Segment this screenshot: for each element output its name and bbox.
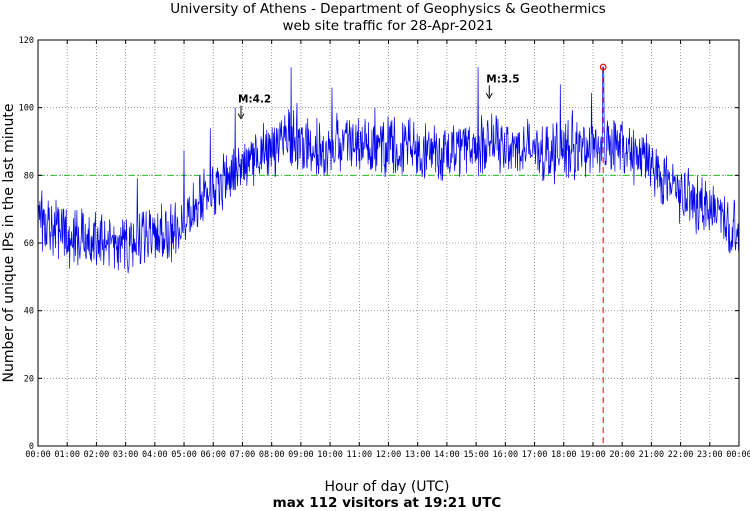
x-tick-label: 21:00	[639, 450, 665, 460]
x-tick-label: 23:00	[697, 450, 723, 460]
y-axis-label: Number of unique IPs in the last minute	[1, 104, 17, 383]
x-tick-label: 18:00	[551, 450, 577, 460]
x-tick-label: 06:00	[200, 450, 226, 460]
y-tick-label: 100	[19, 104, 34, 114]
chart-subtitle: web site traffic for 28-Apr-2021	[282, 18, 493, 34]
x-tick-label: 22:00	[668, 450, 694, 460]
x-tick-label: 02:00	[84, 450, 110, 460]
grid	[38, 40, 739, 446]
x-tick-label: 16:00	[493, 450, 519, 460]
earthquake-arrow-head	[485, 93, 493, 100]
traffic-series-line	[37, 66, 740, 274]
x-tick-label: 07:00	[230, 450, 256, 460]
x-tick-label: 17:00	[522, 450, 548, 460]
y-tick-label: 120	[19, 36, 34, 46]
y-tick-label: 0	[29, 442, 34, 452]
x-tick-label: 04:00	[142, 450, 168, 460]
x-tick-label: 00:00	[25, 450, 51, 460]
x-tick-label: 19:00	[580, 450, 606, 460]
peak-marker-circle	[599, 63, 607, 71]
x-tick-label: 03:00	[113, 450, 139, 460]
chart-title: University of Athens - Department of Geo…	[170, 1, 606, 17]
x-tick-label: 00:00	[726, 450, 750, 460]
y-tick-label: 60	[24, 239, 34, 249]
x-tick-label: 10:00	[317, 450, 343, 460]
y-tick-label: 80	[24, 171, 34, 181]
x-tick-label: 20:00	[609, 450, 635, 460]
x-tick-label: 11:00	[346, 450, 372, 460]
x-axis-label: Hour of day (UTC)	[325, 479, 450, 495]
x-tick-label: 12:00	[376, 450, 402, 460]
x-tick-label: 15:00	[463, 450, 489, 460]
x-tick-label: 14:00	[434, 450, 460, 460]
x-tick-label: 13:00	[405, 450, 431, 460]
x-tick-label: 01:00	[54, 450, 80, 460]
x-tick-label: 09:00	[288, 450, 314, 460]
y-tick-label: 20	[24, 374, 34, 384]
earthquake-annotation-label: M:4.2	[238, 94, 271, 106]
max-visitors-caption: max 112 visitors at 19:21 UTC	[273, 495, 502, 511]
earthquake-arrow-head	[237, 113, 245, 120]
y-tick-label: 40	[24, 307, 34, 317]
x-tick-label: 05:00	[171, 450, 197, 460]
earthquake-annotation-label: M:3.5	[486, 73, 519, 85]
x-tick-label: 08:00	[259, 450, 285, 460]
